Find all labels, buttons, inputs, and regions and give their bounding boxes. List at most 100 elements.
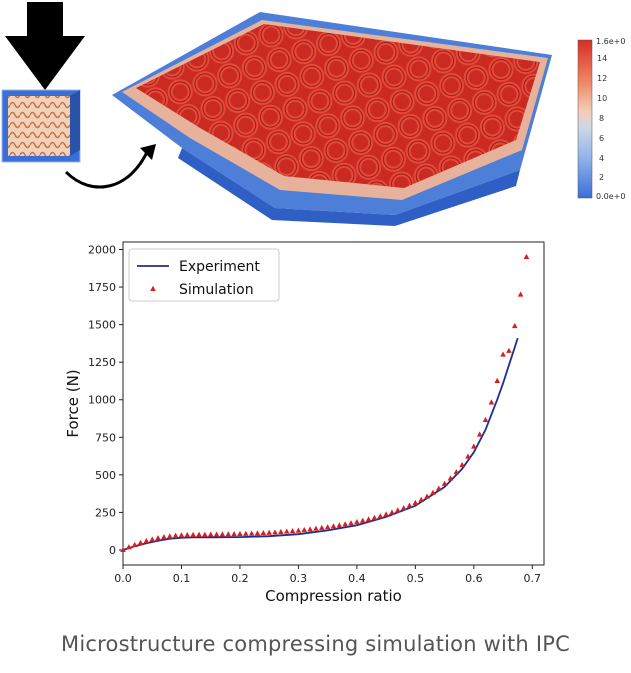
colorbar-tick-label: 4 xyxy=(599,154,604,163)
y-axis-title: Force (N) xyxy=(64,369,82,437)
simulation-point xyxy=(231,531,237,537)
simulation-point xyxy=(289,527,296,534)
simulation-point xyxy=(184,531,191,538)
simulation-point xyxy=(166,533,173,539)
simulation-point xyxy=(260,529,267,536)
simulation-point xyxy=(447,475,454,481)
simulation-point xyxy=(266,529,272,535)
simulation-point xyxy=(202,531,208,537)
simulation-point xyxy=(172,532,179,538)
simulation-point xyxy=(523,253,530,260)
simulation-point xyxy=(395,507,401,513)
simulation-point xyxy=(354,518,360,525)
simulation-point xyxy=(418,496,425,502)
colorbar-tick-label: 6 xyxy=(599,134,604,143)
colorbar-tick-label: 14 xyxy=(597,54,607,63)
simulation-point xyxy=(435,485,442,491)
simulation-point xyxy=(242,530,249,536)
deformed-slab-render xyxy=(112,12,552,226)
figure-caption: Microstructure compressing simulation wi… xyxy=(61,632,570,656)
simulation-point xyxy=(371,514,378,520)
simulation-point xyxy=(511,322,518,329)
simulation-point xyxy=(330,523,337,529)
colorbar-tick-label: 12 xyxy=(597,74,607,83)
simulation-point xyxy=(295,527,302,533)
simulation-point xyxy=(471,443,477,449)
y-tick-label: 0 xyxy=(109,544,116,557)
simulation-point xyxy=(161,534,167,540)
simulation-point xyxy=(131,541,138,548)
simulation-point xyxy=(359,517,366,523)
simulation-point xyxy=(137,539,144,545)
simulation-point xyxy=(476,431,483,437)
microstructure-illustration: 1.6e+0 14 12 10 8 6 4 2 0.0e+0 xyxy=(1,2,625,226)
simulation-point xyxy=(336,522,343,528)
simulation-point xyxy=(424,493,430,499)
y-tick-label: 1000 xyxy=(88,394,116,407)
simulation-point xyxy=(400,505,407,511)
colorbar xyxy=(577,39,593,199)
simulation-point xyxy=(155,535,161,541)
simulation-point xyxy=(178,532,185,538)
simulation-point xyxy=(342,521,348,527)
simulation-point xyxy=(465,453,471,459)
x-tick-label: 0.4 xyxy=(348,572,366,585)
simulation-point xyxy=(254,530,261,536)
simulation-point xyxy=(383,511,389,517)
simulation-point xyxy=(377,513,384,519)
simulation-point xyxy=(324,524,331,530)
experiment-line xyxy=(122,337,519,551)
colorbar-tick-label: 2 xyxy=(599,173,604,182)
y-tick-label: 750 xyxy=(95,431,116,444)
compression-arrow-icon xyxy=(5,2,85,90)
simulation-point xyxy=(406,502,413,508)
simulation-point xyxy=(225,531,232,537)
simulation-point xyxy=(207,531,214,537)
simulation-point xyxy=(365,516,372,522)
force-compression-chart: 0.0 0.1 0.2 0.3 0.4 0.5 0.6 0.7 0 250 500 750 1000 12… xyxy=(64,241,545,605)
simulation-point xyxy=(319,524,325,531)
x-tick-label: 0.6 xyxy=(465,572,483,585)
simulation-point xyxy=(126,544,132,550)
x-tick-label: 0.3 xyxy=(290,572,308,585)
simulation-point xyxy=(482,416,489,423)
y-tick-label: 1250 xyxy=(88,356,116,369)
legend-box xyxy=(128,248,280,302)
legend-simulation-swatch xyxy=(150,285,156,291)
colorbar-tick-label: 8 xyxy=(599,114,604,123)
microstructure-cube-image xyxy=(1,89,81,163)
x-tick-label: 0.2 xyxy=(231,572,249,585)
colorbar-tick-label: 10 xyxy=(597,94,607,103)
colorbar-min-label: 0.0e+0 xyxy=(596,192,625,201)
simulation-point xyxy=(430,489,436,495)
x-tick-label: 0.0 xyxy=(114,572,132,585)
simulation-point xyxy=(213,531,220,537)
simulation-point xyxy=(500,351,506,357)
colorbar-max-label: 1.6e+0 xyxy=(596,37,625,46)
simulation-point xyxy=(278,528,284,535)
x-tick-label: 0.5 xyxy=(407,572,425,585)
simulation-point xyxy=(248,530,255,536)
simulation-point xyxy=(453,469,460,475)
simulation-point xyxy=(272,529,278,535)
y-tick-label: 250 xyxy=(95,506,116,519)
x-tick-label: 0.7 xyxy=(524,572,542,585)
y-tick-label: 1750 xyxy=(88,281,116,294)
simulation-point xyxy=(412,499,419,505)
y-tick-label: 2000 xyxy=(88,244,116,257)
simulation-point xyxy=(237,530,243,537)
simulation-point xyxy=(196,531,202,537)
simulation-point xyxy=(219,531,226,537)
y-tick-label: 1500 xyxy=(88,319,116,332)
simulation-point xyxy=(301,526,308,533)
simulation-point xyxy=(517,291,524,297)
simulation-point xyxy=(307,526,313,532)
curved-arrow-icon xyxy=(64,144,156,189)
simulation-point xyxy=(506,347,512,353)
simulation-point xyxy=(120,546,126,552)
simulation-point xyxy=(348,520,354,526)
y-tick-label: 500 xyxy=(95,469,116,482)
simulation-point xyxy=(143,537,150,544)
simulation-point xyxy=(488,399,495,405)
x-tick-label: 0.1 xyxy=(173,572,191,585)
